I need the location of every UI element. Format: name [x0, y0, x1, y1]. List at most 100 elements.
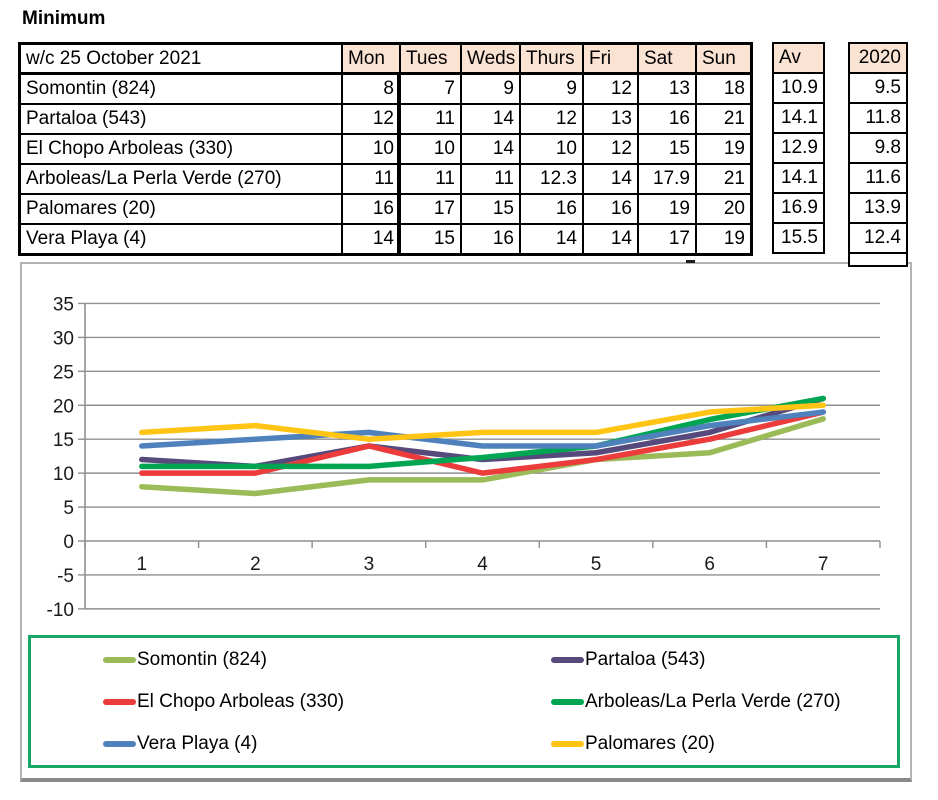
av-value-cell[interactable]: 14.1	[774, 104, 823, 132]
value-cell[interactable]: 19	[697, 225, 750, 253]
prev-year-value-cell[interactable]: 13.9	[850, 194, 906, 222]
day-header-sun[interactable]: Sun	[697, 45, 750, 73]
location-cell[interactable]: Vera Playa (4)	[21, 225, 341, 253]
value-cell[interactable]: 21	[697, 165, 750, 193]
legend-item[interactable]: Arboleas/La Perla Verde (270)	[551, 691, 841, 713]
legend-item[interactable]: Palomares (20)	[551, 733, 715, 755]
chart-legend[interactable]: Somontin (824) Partaloa (543) El Chopo Arb…	[28, 635, 900, 768]
value-cell[interactable]: 16	[462, 225, 519, 253]
value-cell[interactable]: 11	[462, 165, 519, 193]
x-tick-label: 6	[704, 554, 715, 575]
value-cell[interactable]: 11	[343, 165, 399, 193]
legend-item[interactable]: Vera Playa (4)	[103, 733, 551, 755]
value-cell[interactable]: 12	[343, 105, 399, 133]
min-temps-table[interactable]: w/c 25 October 2021 Mon Tues Weds Thurs Fri Sa…	[18, 42, 753, 256]
day-header-weds[interactable]: Weds	[462, 45, 519, 73]
day-header-mon[interactable]: Mon	[343, 45, 399, 73]
value-cell[interactable]: 12	[584, 75, 637, 103]
location-cell[interactable]: El Chopo Arboleas (330)	[21, 135, 341, 163]
location-cell[interactable]: Partaloa (543)	[21, 105, 341, 133]
location-cell[interactable]: Arboleas/La Perla Verde (270)	[21, 165, 341, 193]
value-cell[interactable]: 7	[401, 75, 460, 103]
value-cell[interactable]: 15	[401, 225, 460, 253]
year-header-cell[interactable]: 2020	[850, 44, 906, 72]
value-cell[interactable]: 14	[462, 135, 519, 163]
legend-label: Palomares (20)	[585, 732, 715, 754]
location-cell[interactable]: Somontin (824)	[21, 75, 341, 103]
value-cell[interactable]: 17	[401, 195, 460, 223]
value-cell[interactable]: 13	[639, 75, 695, 103]
day-header-fri[interactable]: Fri	[584, 45, 637, 73]
value-cell[interactable]: 13	[584, 105, 637, 133]
legend-label: Somontin (824)	[137, 648, 267, 670]
value-cell[interactable]: 16	[639, 105, 695, 133]
value-cell[interactable]: 19	[639, 195, 695, 223]
value-cell[interactable]: 14	[462, 105, 519, 133]
day-header-thurs[interactable]: Thurs	[521, 45, 582, 73]
value-cell[interactable]: 16	[521, 195, 582, 223]
value-cell[interactable]: 19	[697, 135, 750, 163]
value-cell[interactable]: 9	[462, 75, 519, 103]
av-value-cell[interactable]: 15.5	[774, 224, 823, 252]
value-cell[interactable]: 10	[521, 135, 582, 163]
week-header-cell[interactable]: w/c 25 October 2021	[21, 45, 341, 73]
value-cell[interactable]: 8	[343, 75, 399, 103]
prev-year-value-cell[interactable]: 9.5	[850, 74, 906, 102]
series-line[interactable]	[139, 416, 826, 497]
series-line[interactable]	[139, 409, 826, 476]
series-line[interactable]	[139, 395, 826, 470]
value-cell[interactable]: 20	[697, 195, 750, 223]
prev-year-value-cell[interactable]: 9.8	[850, 134, 906, 162]
value-cell[interactable]: 10	[401, 135, 460, 163]
value-cell[interactable]: 17	[639, 225, 695, 253]
legend-item[interactable]: El Chopo Arboleas (330)	[103, 691, 551, 713]
prev-year-value-cell[interactable]: 12.4	[850, 224, 906, 252]
prev-year-value-cell[interactable]: 11.8	[850, 104, 906, 132]
value-cell[interactable]: 17.9	[639, 165, 695, 193]
legend-label: El Chopo Arboleas (330)	[137, 690, 345, 712]
location-cell[interactable]: Palomares (20)	[21, 195, 341, 223]
av-value-cell[interactable]: 10.9	[774, 74, 823, 102]
series-line[interactable]	[139, 402, 826, 442]
value-cell[interactable]: 11	[401, 165, 460, 193]
average-column-table[interactable]: Av 10.9 14.1 12.9 14.1 16.9 15.5	[772, 42, 825, 254]
av-header-cell[interactable]: Av	[774, 44, 823, 72]
legend-line-swatch-icon	[551, 656, 584, 663]
legend-line-swatch-icon	[551, 740, 584, 747]
legend-label: Vera Playa (4)	[137, 732, 258, 754]
value-cell[interactable]: 9	[521, 75, 582, 103]
value-cell[interactable]: 12	[584, 135, 637, 163]
value-cell[interactable]: 12	[521, 105, 582, 133]
value-cell[interactable]: 11	[401, 105, 460, 133]
value-cell[interactable]: 14	[584, 225, 637, 253]
av-value-cell[interactable]: 14.1	[774, 164, 823, 192]
value-cell[interactable]: 18	[697, 75, 750, 103]
value-cell[interactable]: 12.3	[521, 165, 582, 193]
y-tick-label: -10	[47, 600, 74, 621]
prev-year-value-cell[interactable]: 11.6	[850, 164, 906, 192]
y-tick-label: 20	[53, 396, 74, 417]
legend-item[interactable]: Partaloa (543)	[551, 649, 705, 671]
legend-item[interactable]: Somontin (824)	[103, 649, 551, 671]
value-cell[interactable]: 10	[343, 135, 399, 163]
day-header-tues[interactable]: Tues	[401, 45, 460, 73]
value-cell[interactable]: 14	[343, 225, 399, 253]
x-tick-label: 2	[250, 554, 261, 575]
series-line[interactable]	[139, 409, 826, 449]
value-cell[interactable]: 14	[521, 225, 582, 253]
av-value-cell[interactable]: 12.9	[774, 134, 823, 162]
av-value-cell[interactable]: 16.9	[774, 194, 823, 222]
y-tick-label: 5	[63, 498, 74, 519]
value-cell[interactable]: 14	[584, 165, 637, 193]
day-header-sat[interactable]: Sat	[639, 45, 695, 73]
value-cell[interactable]: 16	[343, 195, 399, 223]
value-cell[interactable]: 15	[639, 135, 695, 163]
year-2020-column-table[interactable]: 2020 9.5 11.8 9.8 11.6 13.9 12.4	[848, 42, 908, 267]
value-cell[interactable]: 16	[584, 195, 637, 223]
line-chart-container[interactable]: 35 30 25 20 15 10 5 0 -5 -10 1 2 3 4 5 6 7 Somontin (824…	[20, 262, 912, 782]
value-cell[interactable]: 15	[462, 195, 519, 223]
x-tick-label: 1	[136, 554, 147, 575]
value-cell[interactable]: 21	[697, 105, 750, 133]
legend-row: El Chopo Arboleas (330) Arboleas/La Perla…	[31, 681, 897, 723]
